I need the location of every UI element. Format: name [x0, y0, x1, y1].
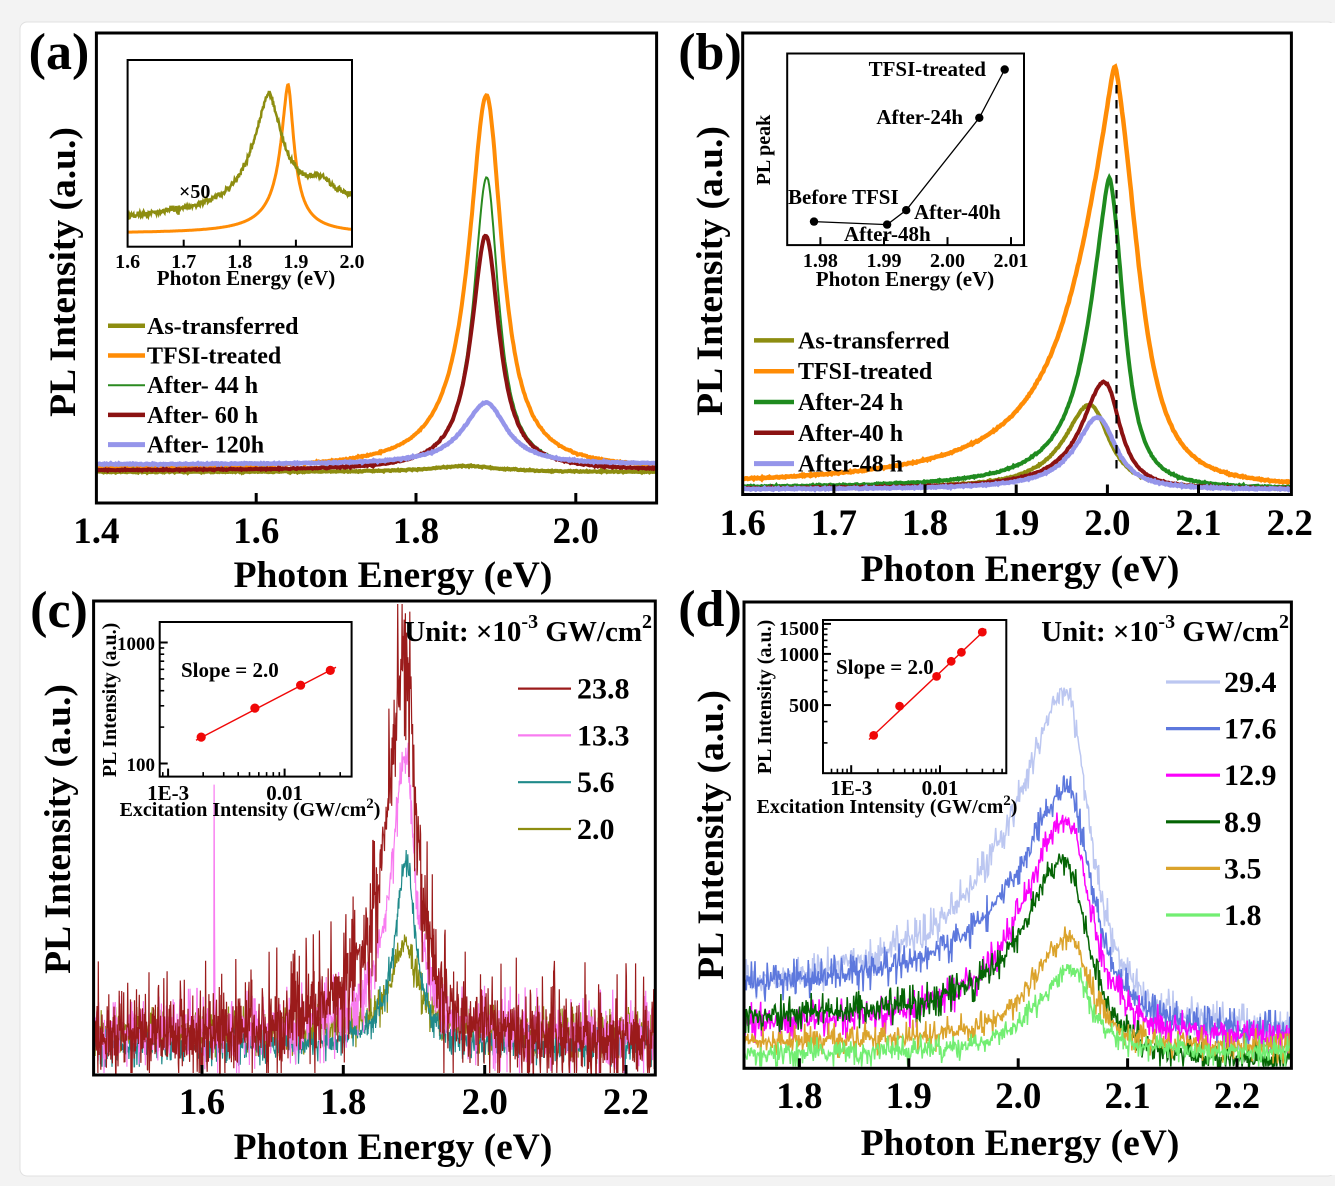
svg-text:PL Intensity (a.u.): PL Intensity (a.u.) [690, 126, 731, 416]
svg-text:2.2: 2.2 [603, 1082, 649, 1123]
svg-text:Photon Energy (eV): Photon Energy (eV) [157, 266, 335, 290]
svg-text:23.8: 23.8 [577, 673, 630, 706]
svg-text:0.01: 0.01 [922, 776, 959, 800]
svg-text:After-48h: After-48h [844, 222, 931, 246]
svg-text:2.0: 2.0 [553, 511, 599, 552]
svg-text:500: 500 [789, 695, 819, 717]
svg-text:After-40h: After-40h [914, 200, 1001, 224]
svg-text:8.9: 8.9 [1224, 806, 1262, 839]
svg-text:Slope = 2.0: Slope = 2.0 [836, 655, 934, 679]
svg-text:Photon Energy (eV): Photon Energy (eV) [234, 1127, 553, 1168]
svg-text:Excitation Intensity (GW/cm2): Excitation Intensity (GW/cm2) [120, 796, 381, 821]
svg-text:1.9: 1.9 [283, 251, 308, 273]
svg-text:After-24h: After-24h [876, 105, 963, 129]
svg-text:After- 60 h: After- 60 h [147, 403, 258, 429]
svg-text:1.6: 1.6 [720, 503, 766, 544]
svg-text:Photon Energy (eV): Photon Energy (eV) [861, 549, 1180, 590]
svg-text:2.1: 2.1 [1104, 1076, 1150, 1117]
svg-text:1.98: 1.98 [803, 250, 838, 272]
svg-text:1.8: 1.8 [776, 1076, 822, 1117]
svg-text:Photon Energy (eV): Photon Energy (eV) [234, 555, 553, 596]
svg-text:After-40 h: After-40 h [798, 421, 903, 447]
svg-text:Photon Energy (eV): Photon Energy (eV) [861, 1123, 1180, 1164]
svg-text:1E-3: 1E-3 [147, 781, 189, 805]
svg-text:After-48 h: After-48 h [798, 452, 903, 478]
svg-text:(c): (c) [30, 582, 88, 639]
svg-text:2.0: 2.0 [1084, 503, 1130, 544]
svg-text:1.99: 1.99 [867, 250, 902, 272]
svg-text:3.5: 3.5 [1224, 852, 1262, 885]
svg-text:TFSI-treated: TFSI-treated [869, 57, 987, 81]
svg-text:Unit: ×10-3 GW/cm2: Unit: ×10-3 GW/cm2 [1041, 611, 1289, 648]
svg-text:PL Intensity (a.u.): PL Intensity (a.u.) [691, 690, 732, 980]
svg-text:5.6: 5.6 [577, 766, 615, 799]
svg-text:100: 100 [127, 755, 156, 776]
svg-text:12.9: 12.9 [1224, 759, 1277, 792]
svg-text:2.00: 2.00 [930, 250, 965, 272]
svg-text:1000: 1000 [779, 644, 819, 666]
svg-text:1.7: 1.7 [171, 251, 196, 273]
svg-text:1.4: 1.4 [73, 511, 119, 552]
svg-text:TFSI-treated: TFSI-treated [147, 344, 282, 370]
svg-text:1.8: 1.8 [393, 511, 439, 552]
svg-text:1.6: 1.6 [179, 1082, 225, 1123]
svg-text:1.6: 1.6 [233, 511, 279, 552]
svg-text:Excitation Intensity (GW/cm2): Excitation Intensity (GW/cm2) [757, 793, 1018, 818]
svg-text:2.0: 2.0 [462, 1082, 508, 1123]
svg-text:1.7: 1.7 [811, 503, 857, 544]
svg-text:Unit: ×10-3 GW/cm2: Unit: ×10-3 GW/cm2 [404, 611, 652, 648]
svg-text:(a): (a) [29, 24, 90, 81]
svg-text:(b): (b) [678, 24, 742, 81]
svg-text:PL Intensity (a.u.): PL Intensity (a.u.) [38, 684, 79, 974]
svg-text:1.8: 1.8 [227, 251, 252, 273]
svg-text:29.4: 29.4 [1224, 666, 1277, 699]
svg-text:As-transferred: As-transferred [147, 314, 299, 340]
svg-text:After- 44 h: After- 44 h [147, 373, 258, 399]
svg-text:2.0: 2.0 [577, 813, 615, 846]
svg-text:17.6: 17.6 [1224, 713, 1277, 746]
svg-text:TFSI-treated: TFSI-treated [798, 359, 933, 385]
svg-text:Before TFSI: Before TFSI [788, 185, 899, 209]
svg-text:1.6: 1.6 [115, 251, 140, 273]
svg-text:1.8: 1.8 [320, 1082, 366, 1123]
svg-text:PL Intensity (a.u.): PL Intensity (a.u.) [754, 620, 776, 774]
svg-text:PL peak: PL peak [753, 114, 775, 185]
svg-text:1E-3: 1E-3 [830, 776, 872, 800]
svg-text:PL Intensity (a.u.): PL Intensity (a.u.) [99, 623, 121, 777]
svg-text:As-transferred: As-transferred [798, 328, 950, 354]
svg-text:1.9: 1.9 [993, 503, 1039, 544]
svg-text:2.0: 2.0 [340, 251, 365, 273]
svg-text:2.2: 2.2 [1267, 503, 1313, 544]
svg-text:1500: 1500 [779, 618, 819, 640]
svg-text:1000: 1000 [117, 634, 155, 655]
svg-text:13.3: 13.3 [577, 719, 630, 752]
svg-text:2.0: 2.0 [995, 1076, 1041, 1117]
svg-text:Slope = 2.0: Slope = 2.0 [181, 658, 279, 682]
svg-text:1.9: 1.9 [886, 1076, 932, 1117]
svg-text:×50: ×50 [179, 181, 210, 203]
svg-text:After-24 h: After-24 h [798, 390, 903, 416]
svg-text:After- 120h: After- 120h [147, 433, 264, 459]
svg-text:1.8: 1.8 [902, 503, 948, 544]
svg-text:1.8: 1.8 [1224, 899, 1262, 932]
svg-text:2.2: 2.2 [1214, 1076, 1260, 1117]
svg-text:Photon Energy (eV): Photon Energy (eV) [816, 267, 994, 291]
svg-text:0.01: 0.01 [266, 781, 303, 805]
svg-text:PL Intensity (a.u.): PL Intensity (a.u.) [43, 127, 84, 417]
svg-text:2.01: 2.01 [994, 250, 1029, 272]
svg-text:2.1: 2.1 [1175, 503, 1221, 544]
svg-text:(d): (d) [678, 581, 742, 638]
